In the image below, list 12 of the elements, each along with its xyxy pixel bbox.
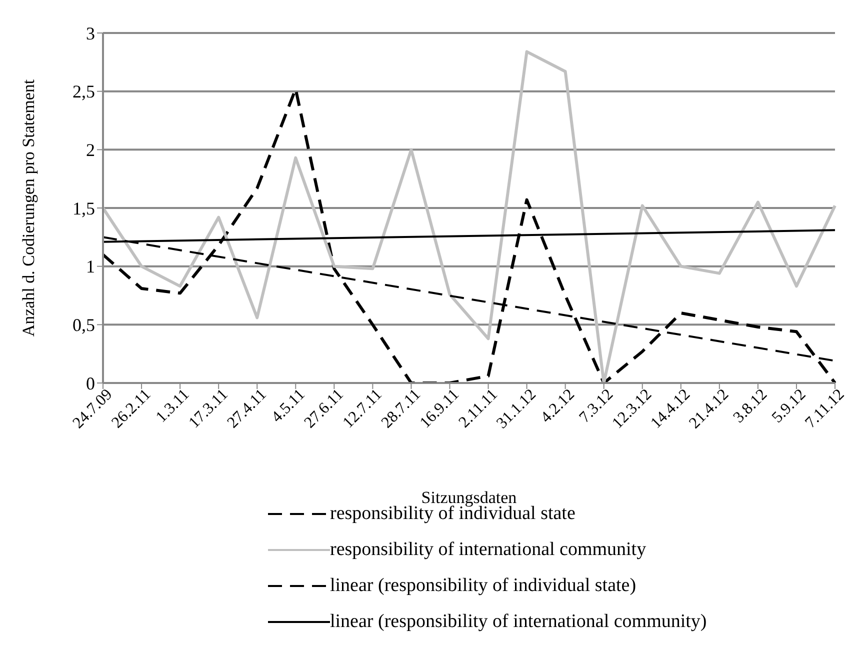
- y-tick-label: 2,5: [72, 82, 95, 102]
- y-tick-label: 2: [86, 140, 95, 160]
- x-axis-title: Sitzungsdaten: [421, 488, 518, 507]
- legend-label: linear (responsibility of international community): [330, 611, 707, 633]
- y-tick-label: 3: [86, 23, 95, 44]
- y-tick-label: 1,5: [72, 198, 95, 218]
- y-axis-title: Anzahl d. Codierungen pro Statement: [19, 79, 38, 337]
- y-tick-label: 0: [86, 373, 95, 394]
- legend-label: linear (responsibility of individual state): [330, 575, 636, 597]
- y-tick-label: 1: [86, 256, 95, 277]
- legend-label: responsibility of international community: [330, 539, 646, 561]
- y-tick-label: 0,5: [72, 315, 95, 336]
